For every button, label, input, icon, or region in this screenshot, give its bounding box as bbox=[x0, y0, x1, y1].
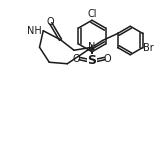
Text: O: O bbox=[47, 17, 55, 27]
Text: Br: Br bbox=[143, 43, 154, 53]
Text: S: S bbox=[87, 54, 96, 67]
Text: NH: NH bbox=[27, 26, 42, 36]
Text: O: O bbox=[72, 54, 80, 63]
Text: Cl: Cl bbox=[87, 9, 97, 19]
Text: N: N bbox=[88, 42, 96, 52]
Text: O: O bbox=[104, 54, 112, 63]
